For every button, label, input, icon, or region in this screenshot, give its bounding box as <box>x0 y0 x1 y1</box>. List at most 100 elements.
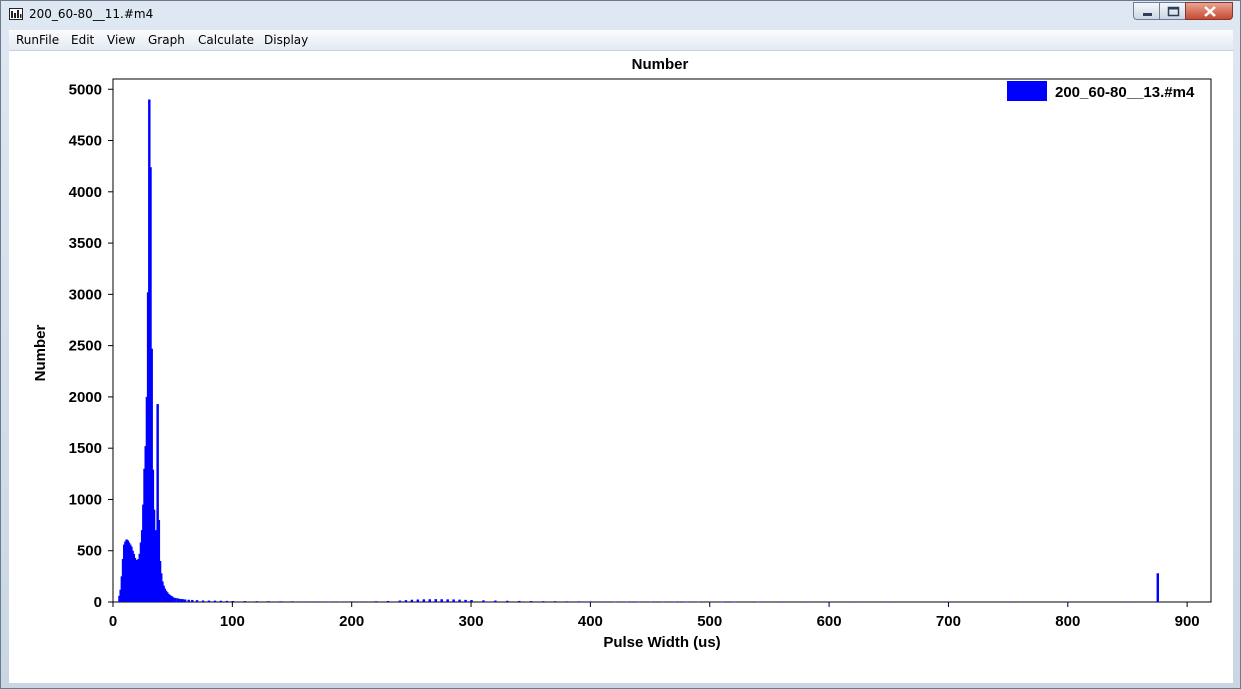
y-tick-label: 2500 <box>69 338 102 355</box>
histogram-bar <box>685 601 688 603</box>
menu-view[interactable]: View <box>107 33 136 47</box>
x-tick-label: 500 <box>697 613 722 630</box>
histogram-chart: Number Pulse Width (us) Number 0 100 200 30… <box>32 56 1212 651</box>
histogram-bar <box>279 601 282 603</box>
histogram-bar <box>720 601 724 603</box>
y-axis-label: Number <box>32 325 49 382</box>
histogram-bar <box>888 601 891 603</box>
histogram-bar <box>458 599 461 602</box>
y-tick-label: 0 <box>94 594 102 611</box>
x-tick-label: 800 <box>1055 613 1080 630</box>
histogram-bar <box>315 601 318 603</box>
y-tick-label: 5000 <box>69 81 102 98</box>
menu-edit[interactable]: Edit <box>71 33 95 47</box>
y-tick-label: 4500 <box>69 133 102 150</box>
histogram-bar <box>1156 573 1160 602</box>
histogram-bar <box>601 601 605 603</box>
histogram-bar <box>267 601 270 602</box>
histogram-bar <box>398 600 402 602</box>
minimize-button[interactable] <box>1133 2 1160 20</box>
histogram-bar <box>362 601 366 603</box>
legend-swatch <box>1007 81 1047 101</box>
histogram-bar <box>464 599 467 602</box>
histogram-bar <box>446 599 449 602</box>
histogram-bar <box>187 599 190 602</box>
histogram-bar <box>374 601 378 602</box>
histogram-bar <box>303 601 306 603</box>
histogram-bar <box>327 601 330 603</box>
histogram-bar <box>225 600 229 602</box>
histogram-bar <box>416 599 420 602</box>
menu-graph[interactable]: Graph <box>148 33 185 47</box>
histogram-bar <box>434 599 437 602</box>
histogram-bar <box>541 601 545 602</box>
histogram-bar <box>553 601 557 602</box>
histogram-bar <box>1126 601 1130 603</box>
histogram-bar <box>339 601 342 603</box>
minimize-icon <box>1143 13 1152 16</box>
histogram-bar <box>183 599 187 602</box>
y-tick-label: 1000 <box>69 491 102 508</box>
histogram-bar <box>709 601 712 603</box>
histogram-bar <box>852 601 855 603</box>
histogram-bar <box>440 599 443 602</box>
menu-display[interactable]: Display <box>264 33 309 47</box>
histogram-bar <box>191 599 194 602</box>
x-tick-label: 700 <box>936 613 961 630</box>
menu-bar: RunFile Edit View Graph Calculate Displa… <box>9 30 1233 51</box>
histogram-bar <box>291 601 294 603</box>
menu-runfile[interactable]: RunFile <box>16 33 60 47</box>
y-tick-label: 500 <box>77 543 102 560</box>
histogram-bar <box>494 600 497 602</box>
histogram-bar <box>181 599 184 602</box>
chart-title: Number <box>632 56 689 73</box>
histogram-bar <box>470 600 473 602</box>
histogram-bar <box>565 601 569 603</box>
x-tick-label: 600 <box>817 613 842 630</box>
histogram-bar <box>780 601 784 603</box>
histogram-bar <box>673 601 676 603</box>
x-tick-label: 0 <box>109 613 117 630</box>
histogram-bar <box>255 601 258 602</box>
histogram-bar <box>1067 601 1070 603</box>
histogram-bar <box>577 601 581 603</box>
histogram-bar <box>174 597 177 602</box>
histogram-bar <box>482 600 485 602</box>
histogram-bar <box>506 600 509 602</box>
histogram-bar <box>201 600 205 602</box>
x-tick-label: 200 <box>339 613 364 630</box>
histogram-bar <box>637 601 640 603</box>
close-icon <box>1204 6 1216 17</box>
y-tick-label: 4000 <box>69 184 102 201</box>
x-tick-label: 400 <box>578 613 603 630</box>
histogram-bar <box>625 601 628 603</box>
histogram-bar <box>828 601 831 603</box>
title-bar: 200_60-80__11.#m4 <box>1 1 1240 28</box>
x-tick-label: 100 <box>220 613 245 630</box>
histogram-bar <box>661 601 664 603</box>
legend: 200_60-80__13.#m4 <box>1007 81 1195 101</box>
histogram-bar <box>613 601 616 603</box>
histogram-bar <box>947 601 951 603</box>
histogram-bar <box>213 600 217 602</box>
histogram-bar <box>386 600 390 602</box>
histogram-bar <box>518 600 521 602</box>
histogram-bar <box>756 601 760 603</box>
close-button[interactable] <box>1185 2 1233 20</box>
histogram-bar <box>452 599 455 602</box>
histogram-bar <box>732 601 736 603</box>
maximize-icon <box>1167 6 1180 17</box>
histogram-bar <box>171 597 175 602</box>
y-tick-label: 3000 <box>69 286 102 303</box>
maximize-button[interactable] <box>1159 2 1186 20</box>
app-icon <box>9 8 23 20</box>
menu-calculate[interactable]: Calculate <box>198 33 255 47</box>
x-axis-label: Pulse Width (us) <box>603 634 720 651</box>
histogram-bar <box>350 601 354 603</box>
y-tick-label: 3500 <box>69 235 102 252</box>
legend-label: 200_60-80__13.#m4 <box>1055 84 1195 101</box>
histogram-bar <box>207 600 211 602</box>
histogram-bar <box>179 598 182 602</box>
histogram-bar <box>428 599 431 602</box>
